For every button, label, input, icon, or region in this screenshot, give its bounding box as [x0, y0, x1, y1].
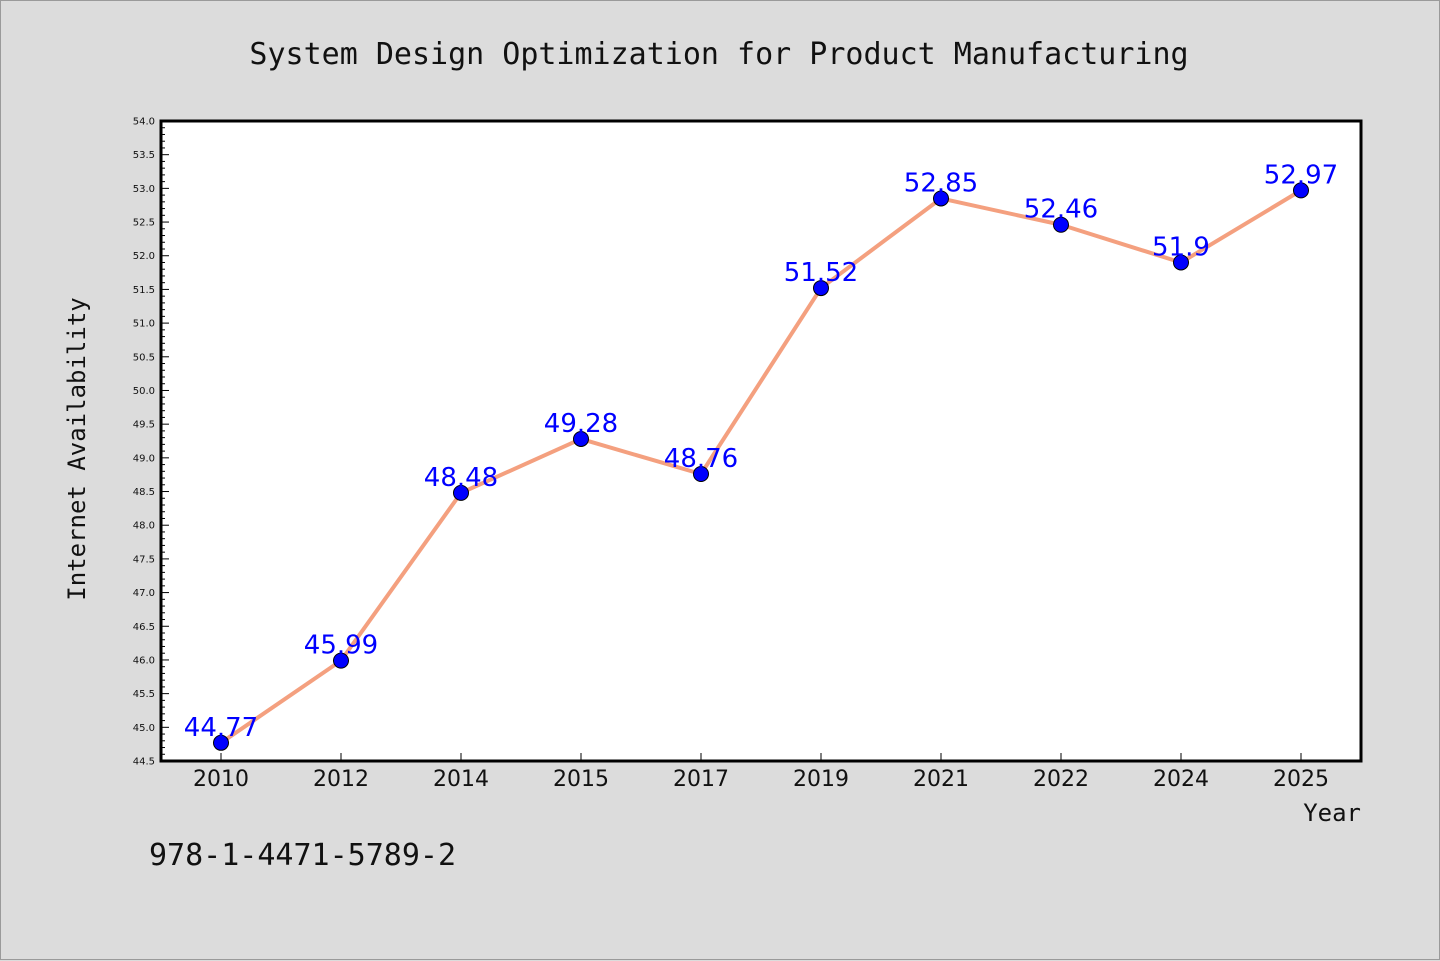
y-tick-label: 49.0 [133, 453, 155, 464]
x-tick-label: 2017 [673, 767, 729, 792]
data-point [213, 734, 229, 751]
data-point [453, 484, 469, 501]
data-label: 51.9 [1152, 232, 1210, 262]
data-point [573, 430, 589, 447]
data-label: 51.52 [784, 258, 858, 288]
y-tick-label: 52.5 [133, 218, 155, 229]
y-tick-label: 45.0 [133, 723, 155, 734]
series-line-group [213, 182, 1309, 751]
y-tick-label: 54.0 [133, 117, 155, 128]
x-tick-label: 2012 [313, 767, 369, 792]
data-point [813, 280, 829, 297]
y-tick-label: 49.5 [133, 420, 155, 431]
y-tick-label: 48.5 [133, 487, 155, 498]
data-point [1053, 216, 1069, 233]
y-tick-label: 53.0 [133, 184, 155, 195]
data-label: 48.48 [424, 463, 498, 493]
data-point [693, 466, 709, 483]
data-label: 48.76 [664, 444, 738, 474]
y-tick-label: 47.5 [133, 554, 155, 565]
x-tick-label: 2021 [913, 767, 969, 792]
data-point [1293, 182, 1309, 199]
x-tick-label: 2019 [793, 767, 849, 792]
y-axis: 44.5 45.0 45.5 46.0 46.5 47.0 47.5 48.0 48.5 49.0… [133, 117, 169, 768]
data-label: 52.46 [1024, 195, 1098, 225]
y-tick-label: 46.0 [133, 655, 155, 666]
y-axis-label: Internet Availability [63, 297, 91, 600]
y-tick-label: 53.5 [133, 150, 155, 161]
isbn-annotation: 978-1-4471-5789-2 [149, 838, 456, 873]
data-label: 49.28 [544, 409, 618, 439]
plot-area [159, 119, 1363, 763]
y-tick-label: 51.5 [133, 285, 155, 296]
y-tick-label: 46.5 [133, 622, 155, 633]
x-tick-label: 2015 [553, 767, 609, 792]
y-tick-label: 47.0 [133, 588, 155, 599]
data-label: 52.85 [904, 168, 978, 198]
y-tick-label: 44.5 [133, 757, 155, 768]
x-axis: 2010 2012 2014 2015 2017 2019 2021 2022 2024 2025 [193, 753, 1329, 792]
data-point [933, 190, 949, 207]
data-point [1173, 254, 1189, 271]
data-labels: 44.77 45.99 48.48 49.28 48.76 51.52 52.85 52.46… [184, 160, 1338, 742]
data-point [333, 652, 349, 669]
data-label: 44.77 [184, 713, 258, 743]
data-label: 52.97 [1264, 160, 1338, 190]
x-tick-label: 2014 [433, 767, 489, 792]
series-line [219, 188, 1303, 745]
y-tick-label: 50.5 [133, 352, 155, 363]
y-tick-label: 52.0 [133, 251, 155, 262]
data-label: 45.99 [304, 631, 378, 661]
x-axis-label: Year [1303, 799, 1361, 827]
y-tick-label: 51.0 [133, 319, 155, 330]
y-tick-label: 45.5 [133, 689, 155, 700]
x-tick-label: 2024 [1153, 767, 1209, 792]
x-tick-label: 2022 [1033, 767, 1089, 792]
x-tick-label: 2025 [1273, 767, 1329, 792]
y-tick-label: 50.0 [133, 386, 155, 397]
y-tick-label: 48.0 [133, 521, 155, 532]
x-tick-label: 2010 [193, 767, 249, 792]
chart-title: System Design Optimization for Product M… [249, 37, 1188, 72]
